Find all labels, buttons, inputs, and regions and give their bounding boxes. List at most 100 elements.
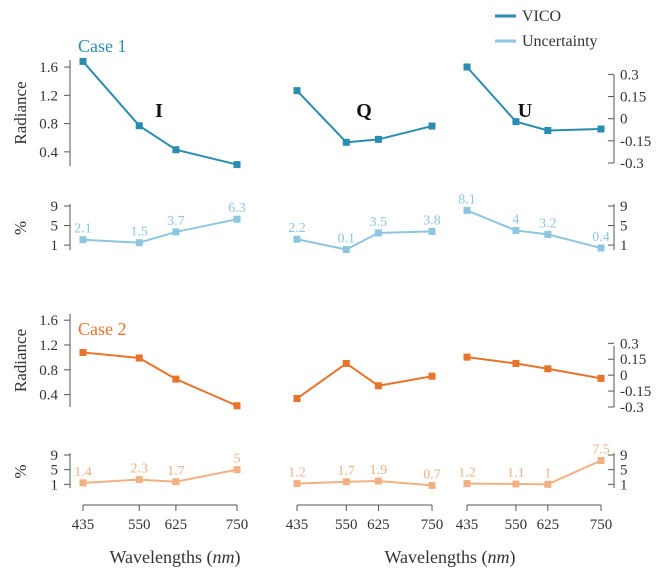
case2-I-uncertainty-point-550 [135,476,143,484]
pct-tick-label-left-1-2: 1 [51,477,59,493]
case1-I-point-625 [172,146,180,154]
x-tick-label-1-625: 625 [367,517,390,533]
QU-radiance-tick-label-0-2: 0 [620,112,628,128]
x-axis-title-right-text: Wavelengths ( [384,547,487,568]
case-label-0: Case 1 [78,36,127,56]
pct-tick-label-left-1-0: 9 [51,448,59,464]
case1-U-uncertainty-point-435 [463,206,471,214]
case1-I-uncertainty-point-625 [172,228,180,236]
panel-title-I: I [155,100,163,122]
case2-I-point-435 [79,348,87,356]
x-tick-label-0-750: 750 [226,517,249,533]
case1-Q-series-line [296,89,433,144]
case1-Q-uncertainty-label-435: 2.2 [288,221,306,236]
case1-Q-uncertainty-point-435 [293,235,301,243]
QU-radiance-tick-label-1-2: 0 [620,368,628,384]
case2-Q-uncertainty-line [296,480,433,487]
QU-radiance-tick-label-1-0: 0.3 [620,336,639,352]
case2-I-point-550 [135,354,143,362]
case1-Q-point-625 [374,135,382,143]
QU-radiance-tick-label-0-4: -0.3 [620,156,644,172]
pct-tick-label-right-1-1: 5 [620,463,628,479]
case2-Q-uncertainty-point-625 [374,477,382,485]
x-tick-label-0-550: 550 [128,517,151,533]
pct-tick-label-left-1-1: 5 [51,463,59,479]
pct-tick-label-left-0-1: 5 [51,219,59,235]
case-label-1: Case 2 [78,319,127,339]
case1-U-uncertainty-label-750: 0.4 [592,230,610,245]
case1-U-uncertainty-point-550 [512,226,520,234]
case2-U-uncertainty-point-435 [463,480,471,488]
x-axis-title-left-unit: nm [213,547,235,567]
case1-I-uncertainty-label-750: 6.3 [228,201,246,216]
case1-Q-point-550 [342,138,350,146]
case2-U-uncertainty-label-750: 7.5 [592,443,610,458]
I-radiance-tick-label-0-1: 1.2 [39,88,58,104]
QU-radiance-tick-label-1-3: -0.15 [620,384,651,400]
I-radiance-tick-label-1-1: 1.2 [39,338,58,354]
case1-I-point-750 [233,161,241,169]
case2-I-uncertainty-point-435 [79,479,87,487]
case1-Q-uncertainty-line [296,230,433,251]
case1-Q-point-435 [293,87,301,95]
I-radiance-tick-label-1-3: 0.4 [39,388,58,404]
I-radiance-tick-label-1-2: 0.8 [39,363,58,379]
case2-Q-uncertainty-label-435: 1.2 [288,466,306,481]
I-radiance-tick-label-0-2: 0.8 [39,117,58,133]
case1-U-point-435 [463,63,471,71]
case2-Q-series-line [296,362,433,400]
case2-U-uncertainty-point-625 [544,480,552,488]
case2-U-point-550 [512,359,520,367]
case2-Q-point-625 [374,382,382,390]
x-tick-label-0-435: 435 [72,517,95,533]
case2-U-uncertainty-label-550: 1.1 [507,466,525,481]
case2-U-uncertainty-label-625: 1 [544,466,551,481]
case2-U-point-750 [597,374,605,382]
case1-I-point-435 [79,57,87,65]
legend-label-1: Uncertainty [522,33,598,50]
pct-tick-label-right-0-2: 1 [620,238,628,254]
QU-radiance-tick-label-0-3: -0.15 [620,134,651,150]
x-tick-label-1-550: 550 [335,517,358,533]
x-tick-label-0-625: 625 [165,517,188,533]
case1-Q-uncertainty-label-625: 3.5 [370,215,388,230]
QU-radiance-tick-label-0-1: 0.15 [620,90,646,106]
case2-I-series-line [82,351,238,407]
case1-U-uncertainty-label-550: 4 [512,212,519,227]
case2-U-uncertainty-label-435: 1.2 [458,466,476,481]
case1-I-uncertainty-label-625: 3.7 [167,214,185,229]
pct-tick-label-right-1-0: 9 [620,448,628,464]
radiance-axis-label-1: Radiance [11,329,30,392]
case1-I-uncertainty-point-550 [135,239,143,247]
case1-U-uncertainty-point-625 [544,230,552,238]
panel-title-U: U [518,100,532,122]
case2-I-point-750 [233,402,241,410]
case1-Q-uncertainty-point-750 [428,227,436,235]
case1-I-uncertainty-line [82,218,238,244]
legend-label-0: VICO [522,8,561,25]
case1-I-uncertainty-point-750 [233,215,241,223]
case2-Q-uncertainty-label-750: 0.7 [423,467,441,482]
case1-U-point-625 [544,127,552,135]
QU-radiance-tick-label-0-0: 0.3 [620,67,639,83]
I-radiance-tick-label-1-0: 1.6 [39,313,58,329]
I-radiance-tick-label-0-3: 0.4 [39,145,58,161]
x-tick-label-2-435: 435 [456,517,479,533]
QU-radiance-tick-label-1-1: 0.15 [620,352,646,368]
x-tick-label-2-625: 625 [537,517,560,533]
case2-I-uncertainty-label-625: 1.7 [167,464,185,479]
case1-U-series-line [466,66,602,132]
case2-U-uncertainty-point-750 [597,457,605,464]
case1-Q-uncertainty-label-550: 0.1 [338,232,356,247]
case2-Q-point-550 [342,359,350,367]
x-tick-label-1-435: 435 [286,517,309,533]
case2-I-uncertainty-label-435: 1.4 [74,465,92,480]
pct-tick-label-left-0-2: 1 [51,238,59,254]
x-axis-title-left-close: ) [235,547,241,568]
pct-tick-label-left-0-0: 9 [51,199,59,215]
case2-Q-uncertainty-point-435 [293,480,301,488]
case1-I-uncertainty-label-435: 2.1 [74,222,92,237]
case2-U-uncertainty-line [466,459,602,486]
case1-I-uncertainty-label-550: 1.5 [130,225,148,240]
